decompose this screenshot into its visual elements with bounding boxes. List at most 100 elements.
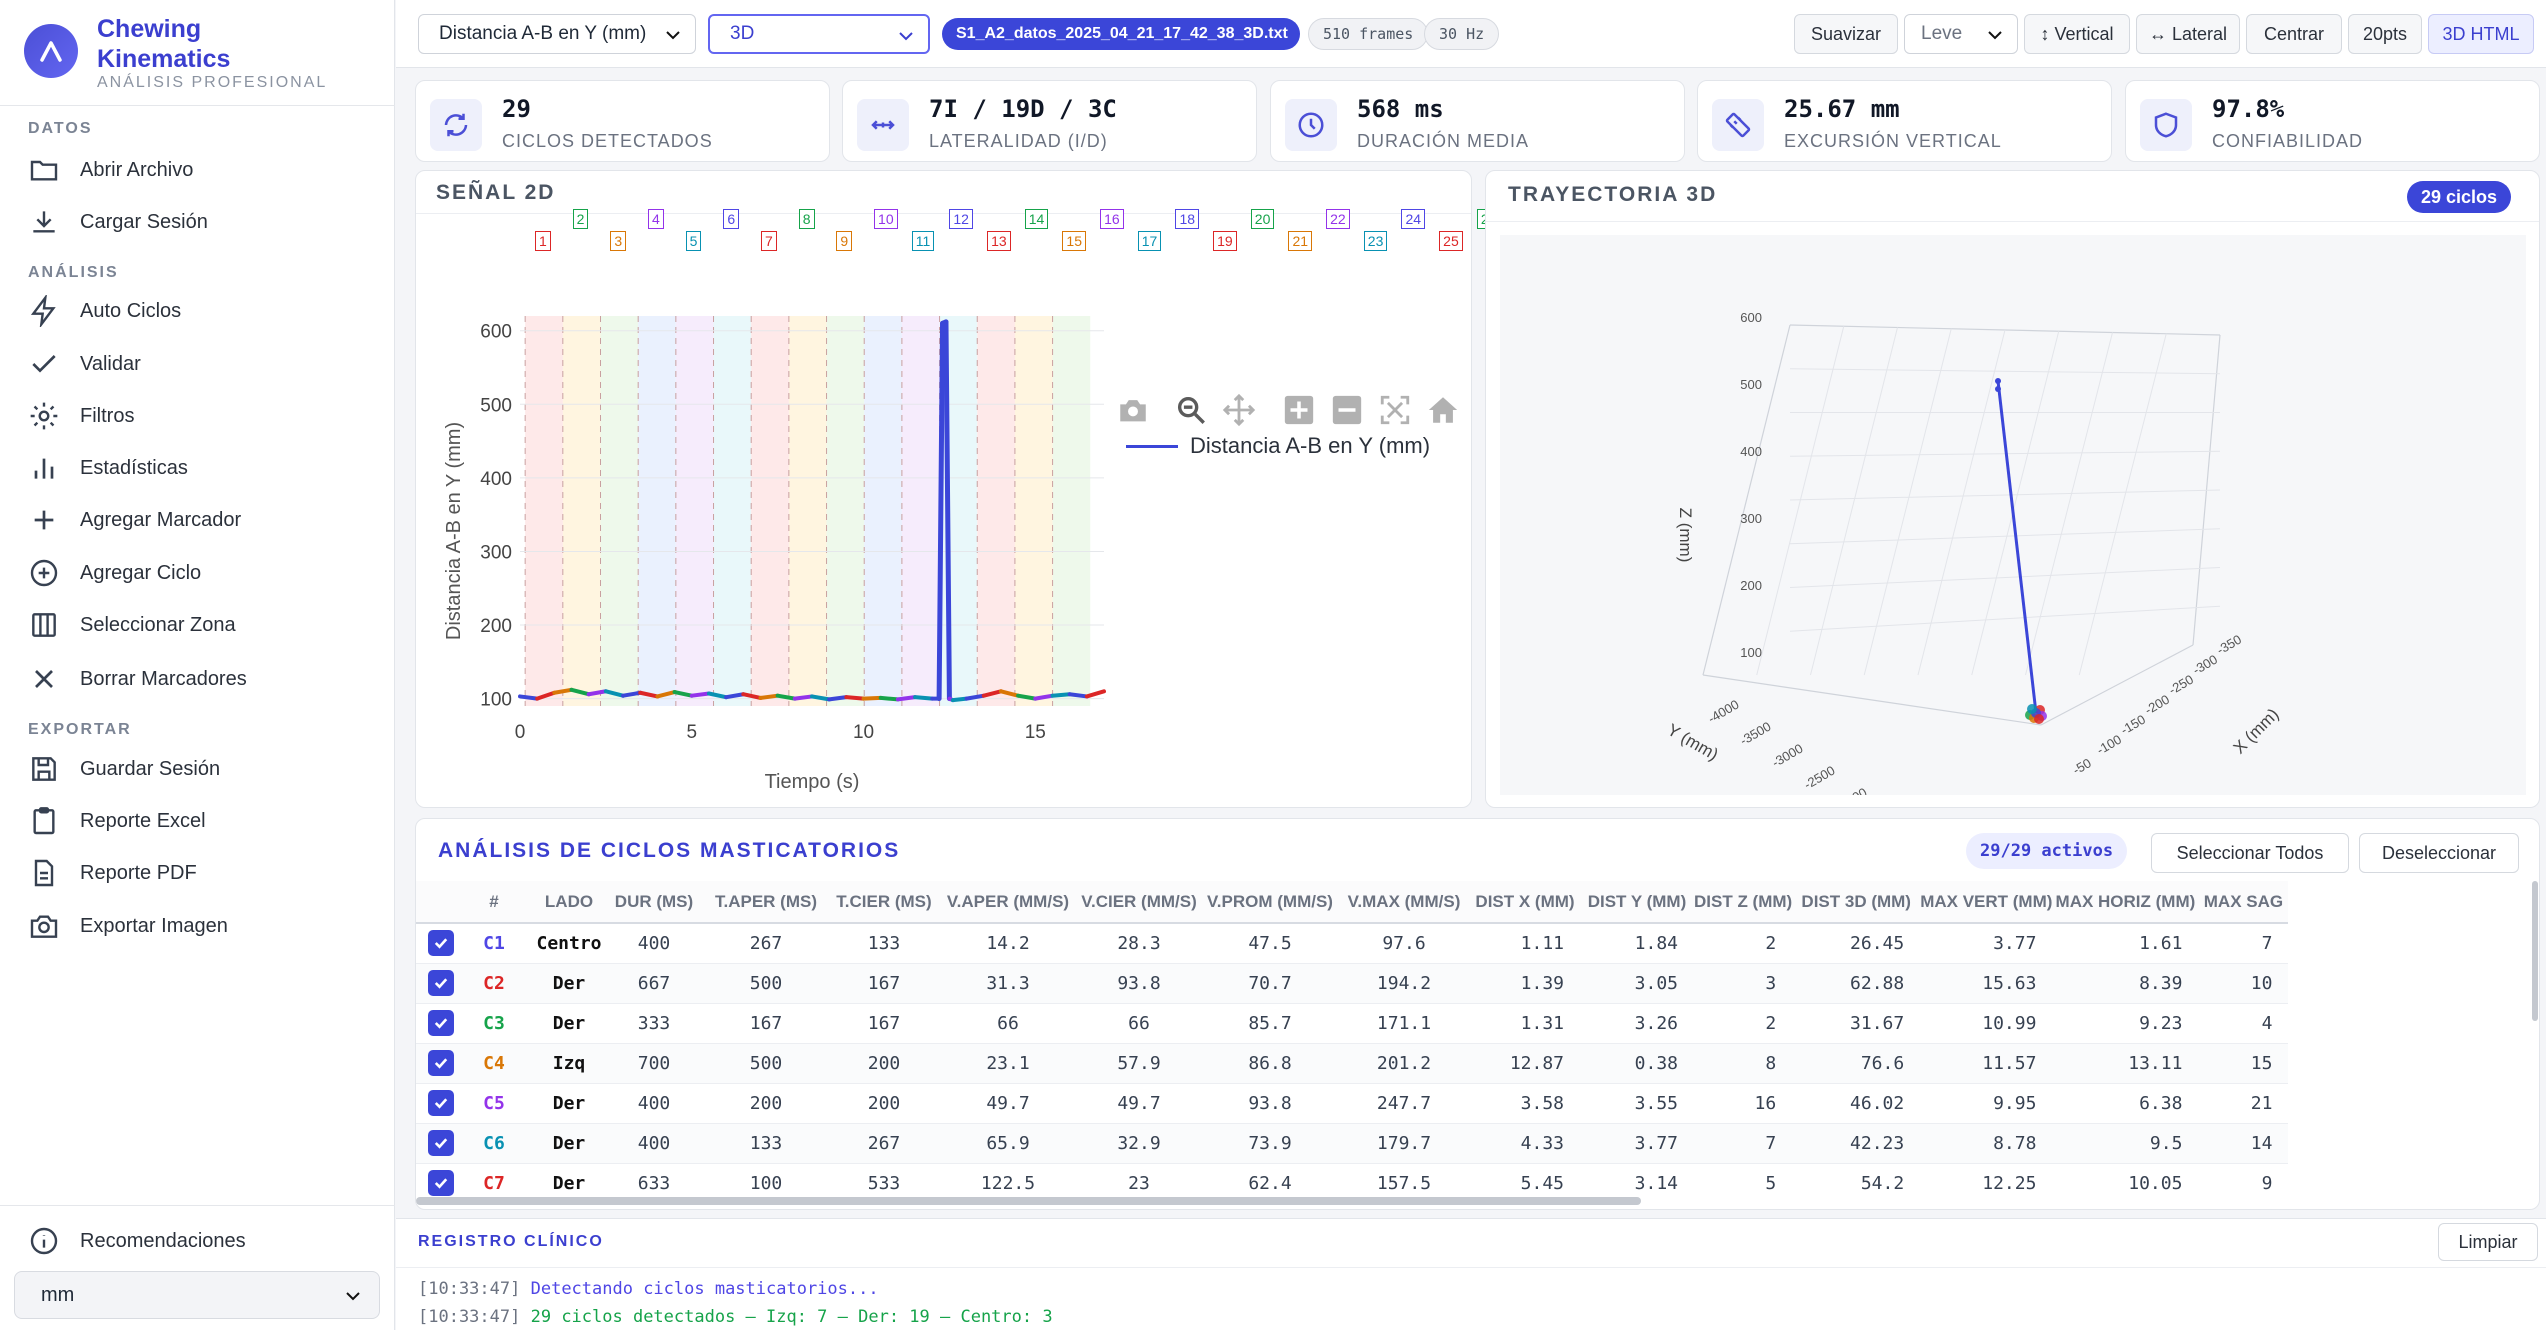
cycle-marker[interactable]: 17 <box>1137 231 1162 251</box>
cycle-marker[interactable]: 25 <box>1439 231 1463 251</box>
nav-auto-ciclos[interactable]: Auto Ciclos <box>28 289 373 333</box>
table-row[interactable]: C5 Der 400 200 200 49.7 49.7 93.8 247.7 3.58 3.55 1… <box>416 1083 2289 1124</box>
home-icon[interactable] <box>1426 393 1460 427</box>
nav-reporte-excel[interactable]: Reporte Excel <box>28 799 373 843</box>
row-checkbox[interactable] <box>416 923 454 964</box>
smooth-button[interactable]: Suavizar <box>1794 14 1898 54</box>
row-checkbox[interactable] <box>416 1123 454 1164</box>
vertical-button[interactable]: ↕ Vertical <box>2024 14 2130 54</box>
nav-validar[interactable]: Validar <box>28 342 373 386</box>
checkbox-checked-icon[interactable] <box>428 1049 454 1076</box>
cycle-marker[interactable]: 9 <box>836 231 853 251</box>
table-row[interactable]: C6 Der 400 133 267 65.9 32.9 73.9 179.7 4.33 3.77 7… <box>416 1123 2289 1164</box>
row-checkbox[interactable] <box>416 963 454 1004</box>
cycle-marker[interactable]: 21 <box>1288 231 1313 251</box>
camera-icon[interactable] <box>1116 393 1150 427</box>
cycle-marker[interactable]: 13 <box>987 231 1011 251</box>
signal-select[interactable]: Distancia A-B en Y (mm) <box>418 14 696 54</box>
row-checkbox[interactable] <box>416 1043 454 1084</box>
cycle-marker[interactable]: 11 <box>911 231 935 251</box>
smooth-level-select[interactable]: Leve <box>1904 14 2018 54</box>
table-row[interactable]: C2 Der 667 500 167 31.3 93.8 70.7 194.2 1.39 3.05 3… <box>416 963 2289 1004</box>
view-select[interactable]: 3D <box>708 14 930 54</box>
cycle-marker[interactable]: 8 <box>798 209 815 229</box>
nav-recomendaciones[interactable]: Recomendaciones <box>28 1219 373 1263</box>
checkbox-checked-icon[interactable] <box>428 1089 454 1116</box>
column-header[interactable]: DIST X (MM) <box>1470 881 1580 924</box>
horizontal-scrollbar[interactable] <box>416 1197 1641 1205</box>
cycles-table-wrap[interactable]: # LADO DUR (MS) T.APER (MS) T.CIER (MS) V.APE… <box>416 881 2539 1199</box>
checkbox-checked-icon[interactable] <box>428 1169 454 1196</box>
column-header[interactable]: DIST Z (MM) <box>1694 881 1793 924</box>
nav-guardar-sesion[interactable]: Guardar Sesión <box>28 747 373 791</box>
autoscale-icon[interactable] <box>1378 393 1412 427</box>
nav-filtros[interactable]: Filtros <box>28 394 373 438</box>
vertical-scrollbar[interactable] <box>2532 881 2538 1021</box>
row-checkbox[interactable] <box>416 1003 454 1044</box>
column-header[interactable]: V.PROM (MM/S) <box>1202 881 1338 924</box>
cycle-marker[interactable]: 7 <box>761 231 777 251</box>
nav-estadisticas[interactable]: Estadísticas <box>28 446 373 490</box>
checkbox-checked-icon[interactable] <box>428 929 454 956</box>
cycle-marker[interactable]: 12 <box>949 209 973 229</box>
zoom-in-icon[interactable] <box>1282 393 1316 427</box>
nav-borrar-marcadores[interactable]: Borrar Marcadores <box>28 657 373 701</box>
select-all-button[interactable]: Seleccionar Todos <box>2151 833 2349 873</box>
column-header[interactable]: V.CIER (MM/S) <box>1076 881 1202 924</box>
column-header[interactable]: V.APER (MM/S) <box>940 881 1076 924</box>
nav-agregar-ciclo[interactable]: Agregar Ciclo <box>28 551 373 595</box>
cycle-marker[interactable]: 16 <box>1100 209 1124 229</box>
cycle-marker[interactable]: 6 <box>723 209 740 229</box>
checkbox-checked-icon[interactable] <box>428 1009 454 1036</box>
cycle-marker[interactable]: 15 <box>1062 231 1086 251</box>
points-button[interactable]: 20pts <box>2348 14 2422 54</box>
column-header[interactable]: T.APER (MS) <box>704 881 828 924</box>
nav-exportar-imagen[interactable]: Exportar Imagen <box>28 904 373 948</box>
cycle-marker[interactable]: 24 <box>1401 209 1426 229</box>
column-header[interactable]: T.CIER (MS) <box>828 881 940 924</box>
column-header[interactable]: MAX SAG <box>2198 881 2289 924</box>
lateral-button[interactable]: ↔ Lateral <box>2136 14 2240 54</box>
column-header[interactable]: DUR (MS) <box>604 881 704 924</box>
row-checkbox[interactable] <box>416 1163 454 1199</box>
checkbox-checked-icon[interactable] <box>428 1129 454 1156</box>
html3d-button[interactable]: 3D HTML <box>2428 14 2534 54</box>
nav-abrir-archivo[interactable]: Abrir Archivo <box>28 148 373 192</box>
column-header[interactable]: MAX HORIZ (MM) <box>2052 881 2199 924</box>
zoom-icon[interactable] <box>1174 393 1208 427</box>
table-row[interactable]: C4 Izq 700 500 200 23.1 57.9 86.8 201.2 12.87 0.38… <box>416 1043 2289 1084</box>
cycle-marker[interactable]: 10 <box>874 209 898 229</box>
cycle-marker[interactable]: 20 <box>1250 209 1275 229</box>
zoom-out-icon[interactable] <box>1330 393 1364 427</box>
column-header[interactable]: # <box>454 881 534 924</box>
cycle-marker[interactable]: 2 <box>572 209 589 229</box>
unit-select[interactable]: mm <box>14 1271 380 1319</box>
column-header[interactable]: DIST Y (MM) <box>1580 881 1694 924</box>
cycle-marker[interactable]: 19 <box>1213 231 1237 251</box>
column-header[interactable]: DIST 3D (MM) <box>1792 881 1921 924</box>
nav-agregar-marcador[interactable]: Agregar Marcador <box>28 498 373 542</box>
nav-seleccionar-zona[interactable]: Seleccionar Zona <box>28 603 373 647</box>
deselect-button[interactable]: Deseleccionar <box>2359 833 2519 873</box>
center-button[interactable]: Centrar <box>2246 14 2342 54</box>
cycle-marker[interactable]: 5 <box>685 231 702 251</box>
checkbox-checked-icon[interactable] <box>428 969 454 996</box>
cycle-marker[interactable]: 23 <box>1363 231 1388 251</box>
cycle-marker[interactable]: 18 <box>1175 209 1200 229</box>
cycle-marker[interactable]: 3 <box>610 231 627 251</box>
cycle-marker[interactable]: 22 <box>1326 209 1350 229</box>
nav-reporte-pdf[interactable]: Reporte PDF <box>28 851 373 895</box>
legend-label[interactable]: Distancia A-B en Y (mm) <box>1190 433 1431 458</box>
cycle-marker[interactable]: 14 <box>1024 209 1049 229</box>
nav-cargar-sesion[interactable]: Cargar Sesión <box>28 200 373 244</box>
cycle-marker[interactable]: 4 <box>648 209 664 229</box>
table-row[interactable]: C3 Der 333 167 167 66 66 85.7 171.1 1.31 3.26 2 31.6… <box>416 1003 2289 1044</box>
row-checkbox[interactable] <box>416 1083 454 1124</box>
trajectory-3d-scene[interactable]: 600500400300200100-4000-3500-3000-2500-2… <box>1500 235 2526 889</box>
cycle-marker[interactable]: 1 <box>534 231 551 251</box>
column-header[interactable]: LADO <box>534 881 604 924</box>
column-header[interactable]: V.MAX (MM/S) <box>1338 881 1470 924</box>
table-row[interactable]: C7 Der 633 100 533 122.5 23 62.4 157.5 5.45 3.14 5 5… <box>416 1163 2289 1199</box>
column-header[interactable]: MAX VERT (MM) <box>1920 881 2053 924</box>
